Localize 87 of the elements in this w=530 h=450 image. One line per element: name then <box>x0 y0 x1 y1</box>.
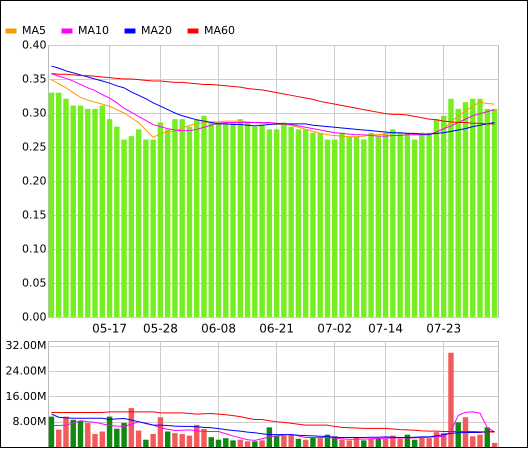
bar <box>477 434 483 447</box>
bar <box>194 120 200 317</box>
bar <box>296 438 302 447</box>
bar <box>85 108 90 317</box>
x-tick-label: 07-02 <box>317 322 352 336</box>
bar <box>456 422 461 447</box>
bar <box>302 440 308 447</box>
x-tick-label: 07-23 <box>426 322 462 336</box>
y-tick-label: 0.15 <box>22 208 46 222</box>
y-tick-label: 24.00M <box>6 364 46 378</box>
bar <box>456 108 461 317</box>
bar <box>223 122 229 317</box>
bar <box>216 440 222 447</box>
bar <box>259 440 265 447</box>
legend-label: MA60 <box>204 24 236 37</box>
bar <box>361 440 367 447</box>
y-tick-label: 0.40 <box>22 38 46 52</box>
bar <box>346 440 352 447</box>
bar <box>85 422 90 447</box>
bar <box>274 436 280 447</box>
bar <box>317 132 323 317</box>
bar <box>484 427 490 447</box>
bar <box>376 438 382 447</box>
bar <box>216 122 222 317</box>
bar <box>397 438 403 447</box>
bar <box>194 424 200 447</box>
bar <box>252 441 258 447</box>
bar <box>63 98 69 317</box>
y-tick-label: 0.35 <box>22 72 46 86</box>
bar <box>201 116 207 317</box>
bar <box>238 440 244 447</box>
bar <box>121 422 127 447</box>
bar <box>48 416 54 447</box>
bar <box>492 108 498 317</box>
bar <box>223 438 229 447</box>
x-tick-label: 07-14 <box>368 322 404 336</box>
bar <box>48 92 54 317</box>
y-tick-label: 32.00M <box>6 339 46 352</box>
bar <box>78 106 84 317</box>
y-tick-label: 0.30 <box>22 106 46 120</box>
y-tick-label: 8.00M <box>12 415 46 428</box>
bar <box>339 132 345 317</box>
bar <box>412 440 418 447</box>
y-tick-label: 0.00 <box>22 310 46 324</box>
bar <box>324 140 330 317</box>
legend-label: MA5 <box>22 24 46 37</box>
x-tick-label: 05-28 <box>142 322 178 336</box>
bar <box>56 92 62 317</box>
bar <box>70 420 76 447</box>
bar <box>317 438 323 447</box>
line-series <box>50 411 496 433</box>
bar <box>164 431 170 447</box>
x-tick-label: 05-17 <box>92 322 127 336</box>
bar <box>492 442 498 447</box>
bar <box>419 437 425 447</box>
bar <box>281 436 287 447</box>
bar <box>128 408 134 447</box>
legend-label: MA20 <box>141 24 172 37</box>
y-tick-label: 0.20 <box>22 174 46 188</box>
bar <box>339 440 345 447</box>
bar <box>288 434 294 447</box>
bar <box>172 433 178 447</box>
bar <box>477 98 483 317</box>
line-series <box>50 73 496 124</box>
bar <box>346 136 352 317</box>
bar <box>208 437 214 447</box>
bar <box>208 122 214 317</box>
bar <box>230 440 236 447</box>
x-tick-label: 06-08 <box>201 322 236 336</box>
legend-label: MA10 <box>78 24 110 37</box>
bar <box>310 437 316 447</box>
y-tick-label: 0.25 <box>22 140 46 154</box>
bar <box>462 102 468 317</box>
bar <box>470 436 476 447</box>
y-tick-label: 16.00M <box>6 390 46 403</box>
bar <box>56 430 62 447</box>
bar <box>143 440 149 447</box>
bar <box>484 108 490 317</box>
bar <box>368 438 374 447</box>
bar <box>136 430 142 447</box>
bar <box>470 98 476 317</box>
bar <box>332 140 338 317</box>
bar <box>244 441 250 447</box>
y-tick-label: 0.10 <box>22 242 46 256</box>
y-tick-label: 0.05 <box>22 276 46 290</box>
bar <box>70 106 76 317</box>
x-tick-label: 06-21 <box>259 322 294 336</box>
